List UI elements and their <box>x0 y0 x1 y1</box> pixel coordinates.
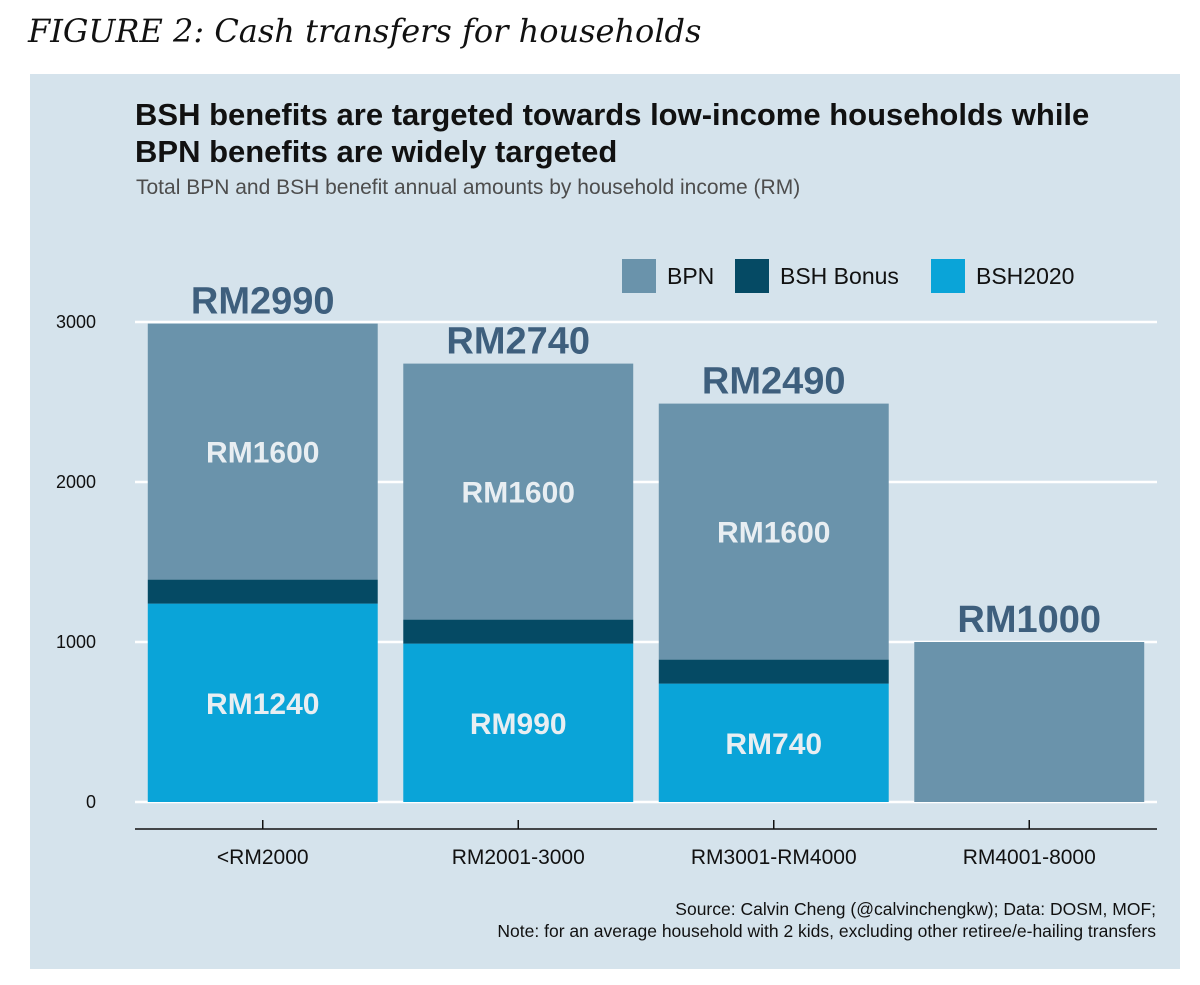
bar-segment-bsh2020 <box>147 603 378 802</box>
bar-segment-bsh-bonus <box>403 619 634 644</box>
stacked-bar-chart: 0 1000 2000 3000 RM1240 RM1600 RM2990 <RM2000 RM… <box>56 259 1157 869</box>
total-value-label: RM2740 <box>446 321 590 363</box>
bar-segment-bsh-bonus <box>147 579 378 604</box>
bar-segment-bsh-bonus <box>658 659 889 684</box>
bar-segment-bpn <box>147 323 378 580</box>
x-tick-label: RM2001-3000 <box>452 846 585 869</box>
bar-segment-bpn <box>403 363 634 620</box>
legend-label: BPN <box>667 263 714 289</box>
x-tick-label: RM3001-RM4000 <box>691 846 857 869</box>
legend-label: BSH2020 <box>976 263 1074 289</box>
segment-value-label: RM740 <box>725 728 822 761</box>
legend-swatch <box>622 259 656 293</box>
y-tick-label: 3000 <box>56 312 96 332</box>
bar-segment-bpn <box>658 403 889 660</box>
x-tick-label: RM4001-8000 <box>963 846 1096 869</box>
legend-swatch <box>735 259 769 293</box>
chart-title: BSH benefits are targeted towards low-in… <box>135 97 1090 169</box>
total-value-label: RM2990 <box>191 281 335 323</box>
bar-segment-bpn <box>914 642 1145 802</box>
figure-caption: FIGURE 2: Cash transfers for households <box>28 12 702 50</box>
total-value-label: RM2490 <box>702 361 846 403</box>
source-line: Source: Calvin Cheng (@calvinchengkw); D… <box>675 899 1156 919</box>
y-tick-label: 0 <box>86 792 96 812</box>
legend-label: BSH Bonus <box>780 263 899 289</box>
x-tick-label: <RM2000 <box>217 846 309 869</box>
y-tick-label: 2000 <box>56 472 96 492</box>
segment-value-label: RM990 <box>470 708 567 741</box>
chart-panel: BSH benefits are targeted towards low-in… <box>30 74 1180 969</box>
bar-segment-bsh2020 <box>403 643 634 802</box>
y-tick-label: 1000 <box>56 632 96 652</box>
segment-value-label: RM1600 <box>717 517 830 550</box>
legend-swatch <box>931 259 965 293</box>
note-line: Note: for an average household with 2 ki… <box>497 921 1156 941</box>
source-note: Source: Calvin Cheng (@calvinchengkw); D… <box>497 898 1156 942</box>
total-value-label: RM1000 <box>957 599 1101 641</box>
chart-subtitle: Total BPN and BSH benefit annual amounts… <box>136 176 801 199</box>
segment-value-label: RM1240 <box>206 688 319 721</box>
bar-segment-bsh2020 <box>658 683 889 802</box>
segment-value-label: RM1600 <box>206 437 319 470</box>
segment-value-label: RM1600 <box>462 477 575 510</box>
